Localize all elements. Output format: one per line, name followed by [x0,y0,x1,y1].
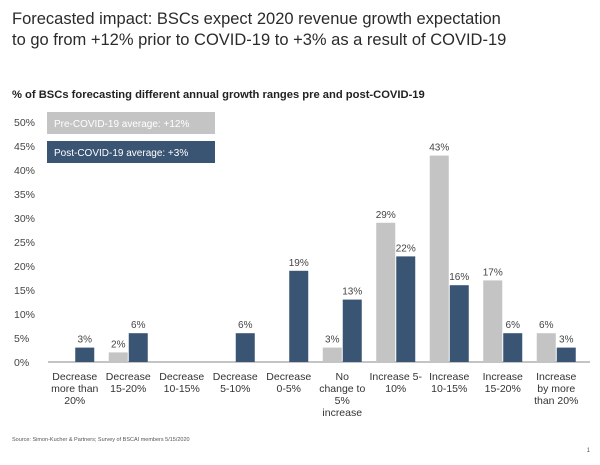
x-category-label: Decrease [266,371,311,383]
x-category-label: change to [319,383,365,395]
data-label-post-covid: 6% [131,320,146,331]
y-tick-label: 15% [14,285,35,297]
data-label-pre-covid: 3% [325,335,340,346]
legend-swatch-pre-covid [47,112,215,134]
x-category-label: Increase [536,371,576,383]
x-category-label: No [336,371,350,383]
x-category-label: 10% [385,383,406,395]
x-category-label: Decrease [159,371,204,383]
bar-post-covid [75,347,95,362]
x-category-label: 20% [64,395,85,407]
data-label-post-covid: 6% [506,320,521,331]
y-tick-label: 10% [14,309,35,321]
x-category-label: 10-15% [431,383,467,395]
title-line-1: Forecasted impact: BSCs expect 2020 reve… [12,10,501,28]
legend-swatch-post-covid [47,141,215,163]
bar-pre-covid [536,333,556,362]
title-line-2: to go from +12% prior to COVID-19 to +3%… [12,31,507,49]
y-tick-label: 20% [14,261,35,273]
bar-post-covid [128,333,148,362]
x-category-label: by more [537,383,575,395]
x-category-label: 5% [335,395,350,407]
x-category-label: than 20% [534,395,578,407]
data-label-post-covid: 13% [342,287,362,298]
x-category-label: Increase [483,371,523,383]
x-category-label: Increase [429,371,469,383]
bar-post-covid [289,270,309,362]
bar-pre-covid [483,280,503,362]
x-category-label: 5-10% [220,383,250,395]
y-tick-label: 5% [14,333,29,345]
data-label-post-covid: 19% [289,258,309,269]
data-label-pre-covid: 43% [429,143,449,154]
x-category-label: Increase 5- [369,371,422,383]
chart-title: Forecasted impact: BSCs expect 2020 reve… [12,9,592,51]
legend-label-pre-covid: Pre-COVID-19 average: +12% [54,119,189,130]
y-tick-label: 45% [14,141,35,153]
x-category-label: 10-15% [164,383,200,395]
data-label-pre-covid: 29% [376,210,396,221]
x-category-label: 0-5% [276,383,301,395]
y-tick-label: 0% [14,357,29,369]
x-category-label: Decrease [52,371,97,383]
x-category-label: 15-20% [485,383,521,395]
data-label-pre-covid: 17% [483,267,503,278]
data-label-post-covid: 3% [78,335,93,346]
y-tick-label: 25% [14,237,35,249]
bar-post-covid [556,347,576,362]
bar-post-covid [396,256,416,362]
chart-subtitle: % of BSCs forecasting different annual g… [12,89,425,101]
y-tick-label: 35% [14,189,35,201]
x-category-label: 15-20% [110,383,146,395]
x-category-label: Decrease [213,371,258,383]
y-tick-label: 40% [14,165,35,177]
data-label-post-covid: 16% [449,272,469,283]
x-category-label: increase [322,407,362,419]
bar-pre-covid [429,155,449,362]
data-label-pre-covid: 2% [111,339,126,350]
bar-post-covid [503,333,523,362]
x-category-label: more than [51,383,98,395]
data-label-post-covid: 6% [238,320,253,331]
source-note: Source: Simon-Kucher & Partners; Survey … [12,437,190,443]
data-label-pre-covid: 6% [539,320,554,331]
data-label-post-covid: 22% [396,243,416,254]
bar-pre-covid [376,222,396,362]
bar-post-covid [449,285,469,362]
legend-label-post-covid: Post-COVID-19 average: +3% [54,148,188,159]
bar-post-covid [235,333,255,362]
x-category-label: Decrease [106,371,151,383]
y-tick-label: 50% [14,117,35,129]
y-tick-label: 30% [14,213,35,225]
bar-post-covid [342,299,362,362]
data-label-post-covid: 3% [559,335,574,346]
page-number: 1 [586,448,590,454]
bar-pre-covid [322,347,342,362]
bar-pre-covid [108,352,128,362]
